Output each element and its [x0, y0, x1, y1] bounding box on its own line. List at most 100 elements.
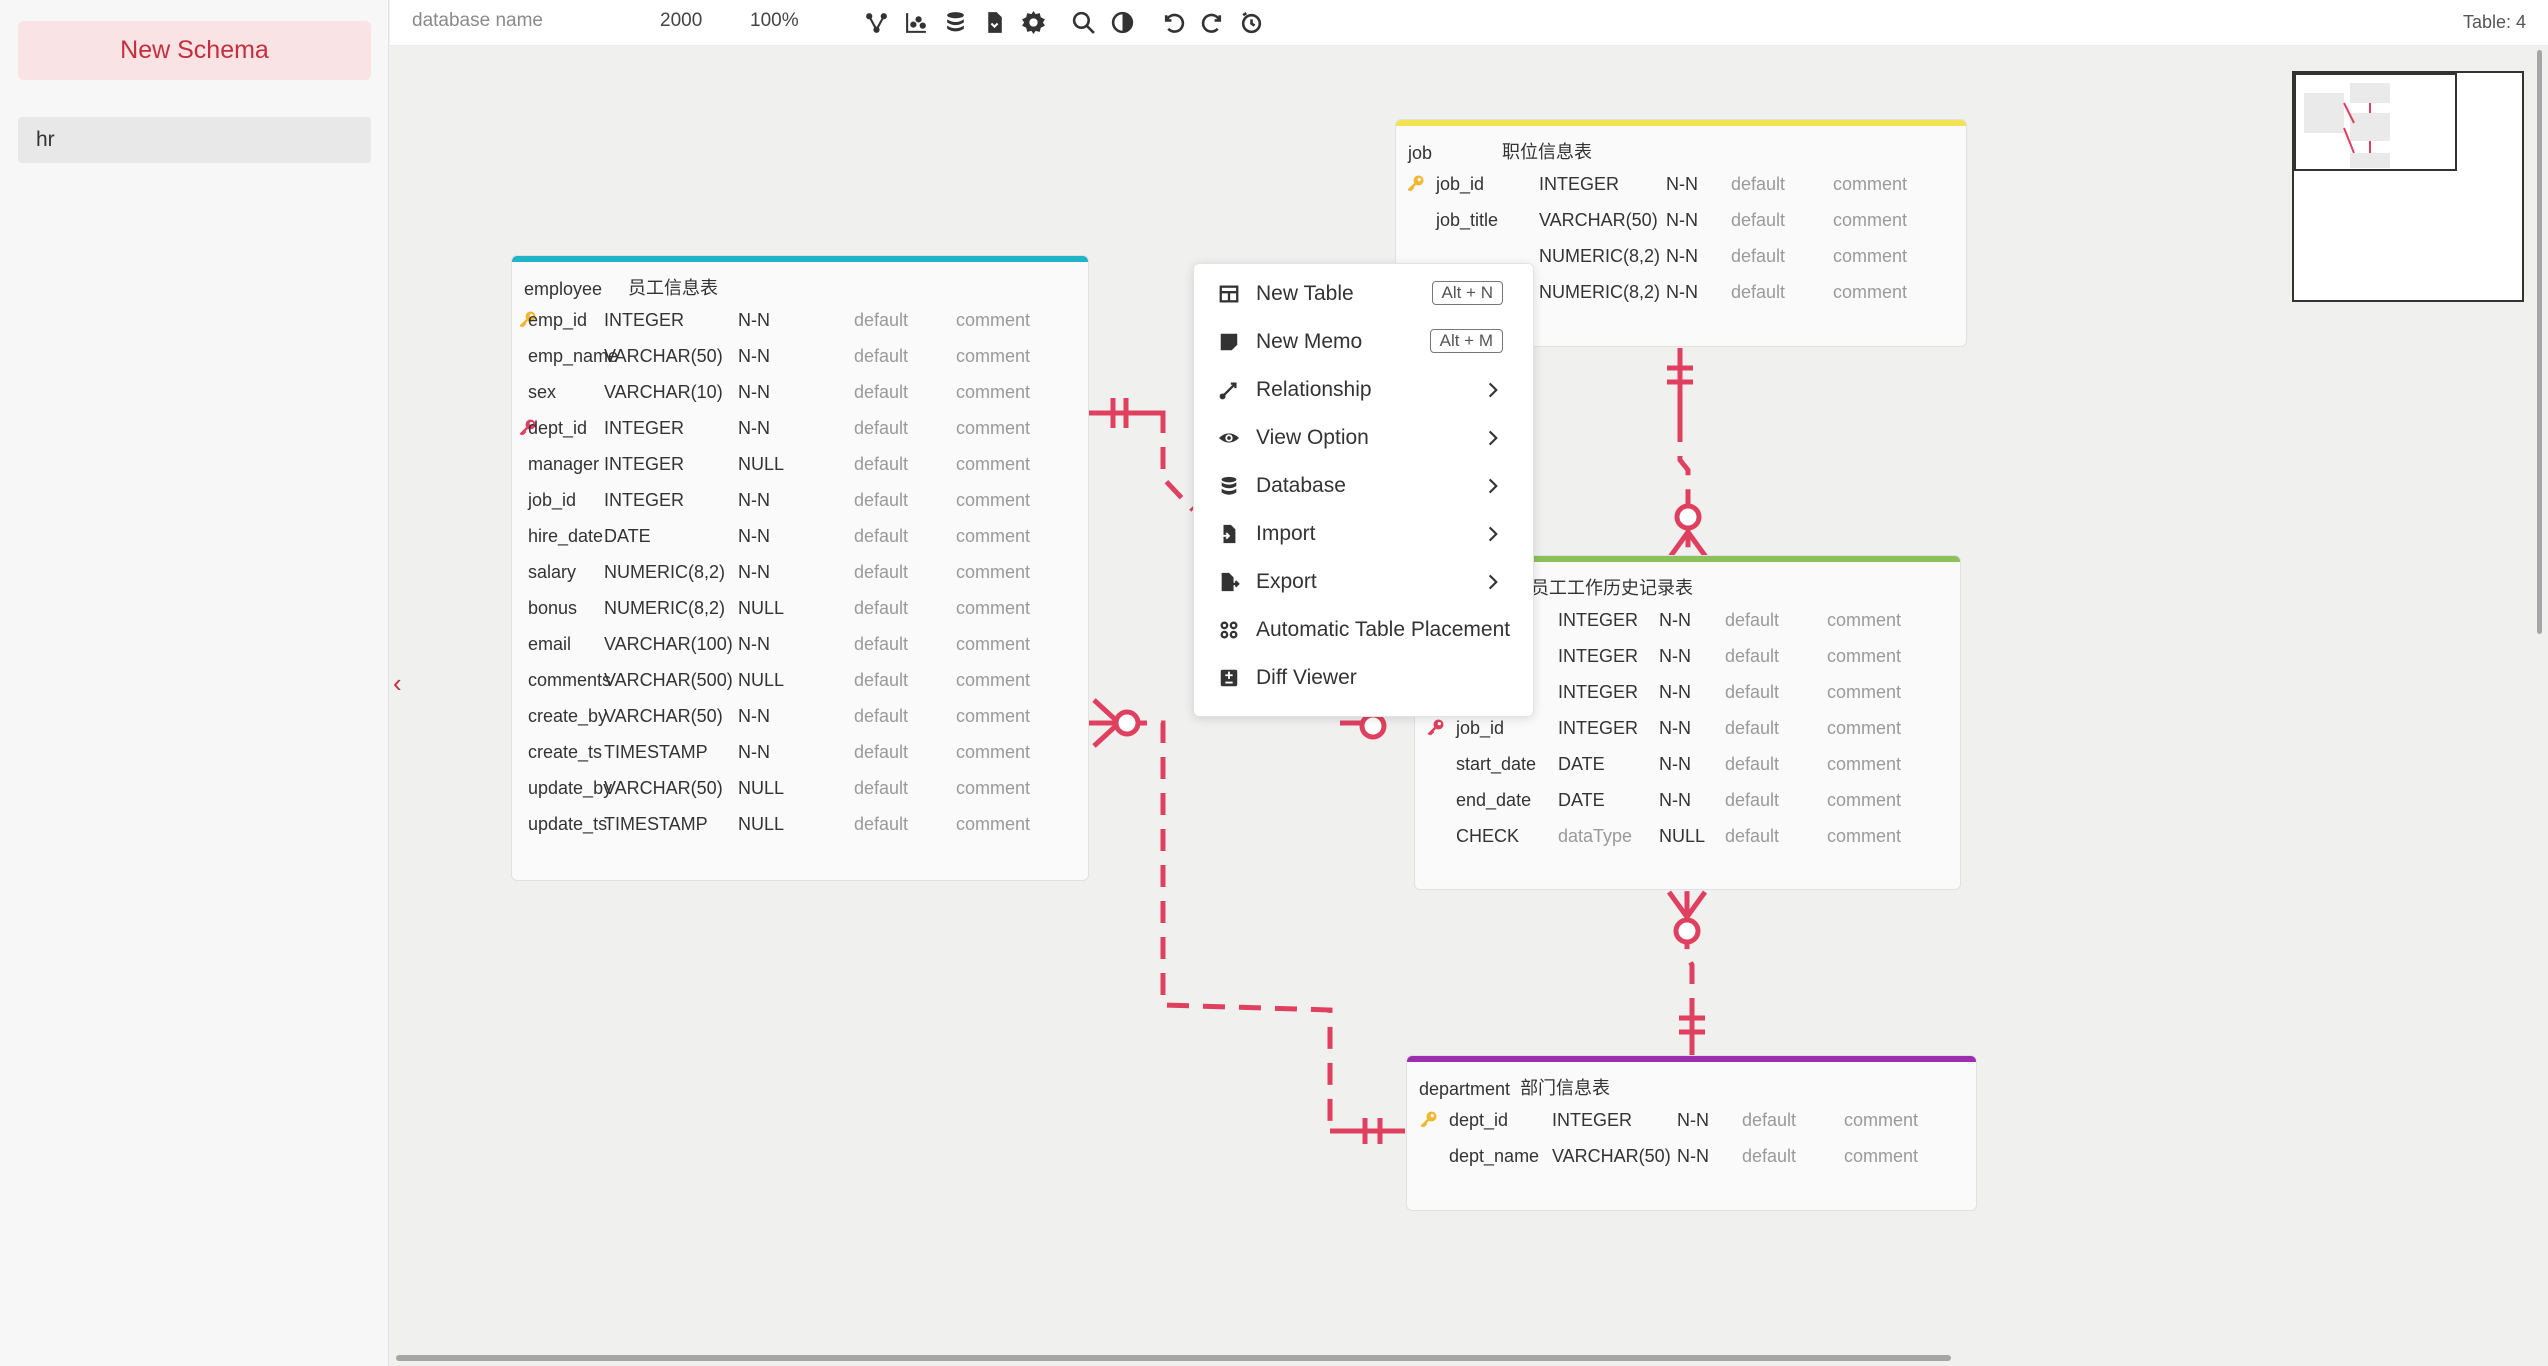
- menu-item-import[interactable]: Import: [1194, 510, 1533, 558]
- table-name[interactable]: job: [1408, 143, 1433, 163]
- menu-item-relationship[interactable]: Relationship: [1194, 366, 1533, 414]
- vertical-scrollbar[interactable]: [2537, 50, 2542, 634]
- column-row[interactable]: INTEGER N-N default comment: [1415, 674, 1960, 710]
- column-row[interactable]: CHECK dataType NULL default comment: [1415, 818, 1960, 854]
- column-default[interactable]: default: [854, 310, 909, 330]
- column-default[interactable]: default: [854, 598, 909, 618]
- column-name[interactable]: dept_id: [1449, 1110, 1509, 1130]
- column-comment[interactable]: comment: [956, 526, 1031, 546]
- column-type[interactable]: NUMERIC(8,2): [604, 562, 726, 582]
- column-default[interactable]: default: [1731, 246, 1786, 266]
- menu-item-new-memo[interactable]: New Memo Alt + M: [1194, 318, 1533, 366]
- menu-item-automatic-table-placement[interactable]: Automatic Table Placement: [1194, 606, 1533, 654]
- column-type[interactable]: DATE: [1558, 754, 1605, 774]
- column-row[interactable]: start_date DATE N-N default comment: [1415, 746, 1960, 782]
- column-nullable[interactable]: N-N: [1659, 790, 1691, 810]
- column-name[interactable]: salary: [528, 562, 577, 582]
- column-nullable[interactable]: N-N: [1659, 682, 1691, 702]
- column-type[interactable]: INTEGER: [1539, 174, 1620, 194]
- column-type[interactable]: INTEGER: [1558, 646, 1639, 666]
- column-row[interactable]: hire_date DATE N-N default comment: [512, 518, 1088, 554]
- column-comment[interactable]: comment: [1844, 1146, 1919, 1166]
- column-row[interactable]: job_id INTEGER N-N default comment: [1396, 166, 1966, 202]
- column-comment[interactable]: comment: [1833, 246, 1908, 266]
- canvas-size-input[interactable]: 2000: [660, 10, 703, 31]
- column-nullable[interactable]: N-N: [738, 490, 770, 510]
- column-row[interactable]: dept_id INTEGER N-N default comment: [1407, 1102, 1976, 1138]
- column-type[interactable]: INTEGER: [1552, 1110, 1633, 1130]
- column-row[interactable]: dept_name VARCHAR(50) N-N default comment: [1407, 1138, 1976, 1174]
- column-comment[interactable]: comment: [1844, 1110, 1919, 1130]
- column-default[interactable]: default: [854, 562, 909, 582]
- column-comment[interactable]: comment: [1833, 174, 1908, 194]
- column-type[interactable]: dataType: [1558, 826, 1633, 846]
- column-type[interactable]: INTEGER: [604, 454, 685, 474]
- column-type[interactable]: INTEGER: [604, 490, 685, 510]
- column-type[interactable]: VARCHAR(50): [1539, 210, 1658, 230]
- column-name[interactable]: job_id: [1436, 174, 1485, 194]
- column-name[interactable]: dept_id: [528, 418, 588, 438]
- column-nullable[interactable]: N-N: [1666, 174, 1698, 194]
- column-comment[interactable]: comment: [956, 454, 1031, 474]
- column-comment[interactable]: comment: [1827, 610, 1902, 630]
- column-nullable[interactable]: N-N: [1659, 646, 1691, 666]
- column-row[interactable]: update_ts TIMESTAMP NULL default comment: [512, 806, 1088, 842]
- column-type[interactable]: INTEGER: [1558, 718, 1639, 738]
- column-comment[interactable]: comment: [956, 490, 1031, 510]
- column-default[interactable]: default: [1731, 282, 1786, 302]
- column-default[interactable]: default: [854, 382, 909, 402]
- history-icon[interactable]: [1237, 8, 1265, 36]
- column-type[interactable]: VARCHAR(500): [604, 670, 733, 690]
- column-comment[interactable]: comment: [1833, 210, 1908, 230]
- column-nullable[interactable]: N-N: [1677, 1146, 1709, 1166]
- column-row[interactable]: manager INTEGER NULL default comment: [512, 446, 1088, 482]
- column-nullable[interactable]: N-N: [1666, 246, 1698, 266]
- column-comment[interactable]: comment: [1827, 718, 1902, 738]
- menu-item-view-option[interactable]: View Option: [1194, 414, 1533, 462]
- column-type[interactable]: VARCHAR(50): [604, 346, 723, 366]
- column-type[interactable]: NUMERIC(8,2): [1539, 282, 1661, 302]
- column-nullable[interactable]: N-N: [1659, 718, 1691, 738]
- column-row[interactable]: create_by VARCHAR(50) N-N default comment: [512, 698, 1088, 734]
- table-comment[interactable]: 员工工作历史记录表: [1531, 578, 1693, 598]
- column-default[interactable]: default: [1731, 174, 1786, 194]
- table-employee[interactable]: employee 员工信息表 emp_id INTEGER N-N default co…: [511, 255, 1089, 881]
- column-name[interactable]: emp_id: [528, 310, 588, 330]
- table-comment[interactable]: 部门信息表: [1520, 1078, 1611, 1098]
- column-nullable[interactable]: NULL: [738, 778, 785, 798]
- column-default[interactable]: default: [1725, 718, 1780, 738]
- table-header[interactable]: department 部门信息表: [1407, 1062, 1976, 1102]
- column-comment[interactable]: comment: [1833, 282, 1908, 302]
- column-nullable[interactable]: N-N: [738, 634, 770, 654]
- column-name[interactable]: update_by: [528, 778, 613, 798]
- column-name[interactable]: end_date: [1456, 790, 1532, 810]
- column-row[interactable]: emp_id INTEGER N-N default comment: [512, 302, 1088, 338]
- column-default[interactable]: default: [854, 454, 909, 474]
- column-type[interactable]: INTEGER: [1558, 682, 1639, 702]
- column-nullable[interactable]: N-N: [738, 562, 770, 582]
- column-default[interactable]: default: [1725, 790, 1780, 810]
- column-name[interactable]: hire_date: [528, 526, 604, 546]
- column-default[interactable]: default: [854, 706, 909, 726]
- menu-item-diff-viewer[interactable]: Diff Viewer: [1194, 654, 1533, 702]
- column-nullable[interactable]: NULL: [738, 670, 785, 690]
- column-type[interactable]: TIMESTAMP: [604, 814, 708, 834]
- column-row[interactable]: email VARCHAR(100) N-N default comment: [512, 626, 1088, 662]
- column-default[interactable]: default: [1731, 210, 1786, 230]
- column-comment[interactable]: comment: [956, 670, 1031, 690]
- column-row[interactable]: job_id INTEGER N-N default comment: [1415, 710, 1960, 746]
- column-default[interactable]: default: [854, 670, 909, 690]
- column-default[interactable]: default: [854, 418, 909, 438]
- zoom-level-input[interactable]: 100%: [750, 10, 799, 31]
- column-name[interactable]: start_date: [1456, 754, 1537, 774]
- column-comment[interactable]: comment: [956, 562, 1031, 582]
- column-name[interactable]: job_id: [528, 490, 577, 510]
- column-nullable[interactable]: N-N: [1666, 210, 1698, 230]
- gear-icon[interactable]: [1019, 8, 1047, 36]
- column-name[interactable]: dept_name: [1449, 1146, 1540, 1166]
- relation-icon[interactable]: [862, 8, 890, 36]
- column-comment[interactable]: comment: [1827, 826, 1902, 846]
- column-default[interactable]: default: [1725, 682, 1780, 702]
- column-default[interactable]: default: [1742, 1146, 1797, 1166]
- column-type[interactable]: VARCHAR(50): [604, 706, 723, 726]
